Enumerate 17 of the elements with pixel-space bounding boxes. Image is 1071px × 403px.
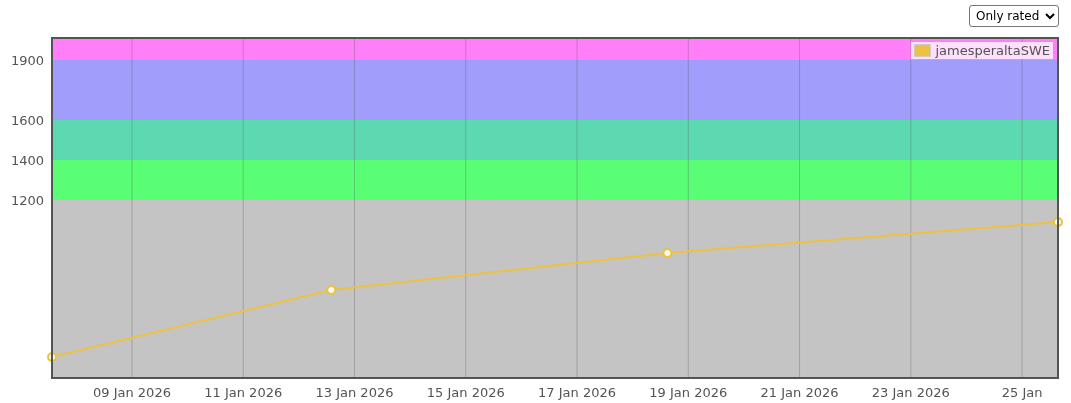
x-tick-label: 15 Jan 2026 xyxy=(426,385,505,400)
filter-dropdown: Only rated xyxy=(969,5,1059,27)
y-tick-label: 1200 xyxy=(10,192,44,208)
point xyxy=(662,248,673,258)
x-tick-label: 25 Jan xyxy=(1001,385,1043,400)
y-tick-label: 1400 xyxy=(10,152,44,168)
x-tick-label: 13 Jan 2026 xyxy=(315,385,394,400)
x-tick-label: 23 Jan 2026 xyxy=(871,385,950,400)
legend-label: jamesperaltaSWE xyxy=(934,43,1051,58)
y-tick-label: 1600 xyxy=(10,112,44,128)
x-tick-label: 19 Jan 2026 xyxy=(649,385,728,400)
x-tick-label: 11 Jan 2026 xyxy=(204,385,283,400)
y-tick-label: 1900 xyxy=(10,52,44,68)
x-tick-label: 17 Jan 2026 xyxy=(538,385,616,400)
point xyxy=(326,285,337,295)
x-tick-label: 21 Jan 2026 xyxy=(760,385,839,400)
x-tick-label: 09 Jan 2026 xyxy=(93,385,171,400)
